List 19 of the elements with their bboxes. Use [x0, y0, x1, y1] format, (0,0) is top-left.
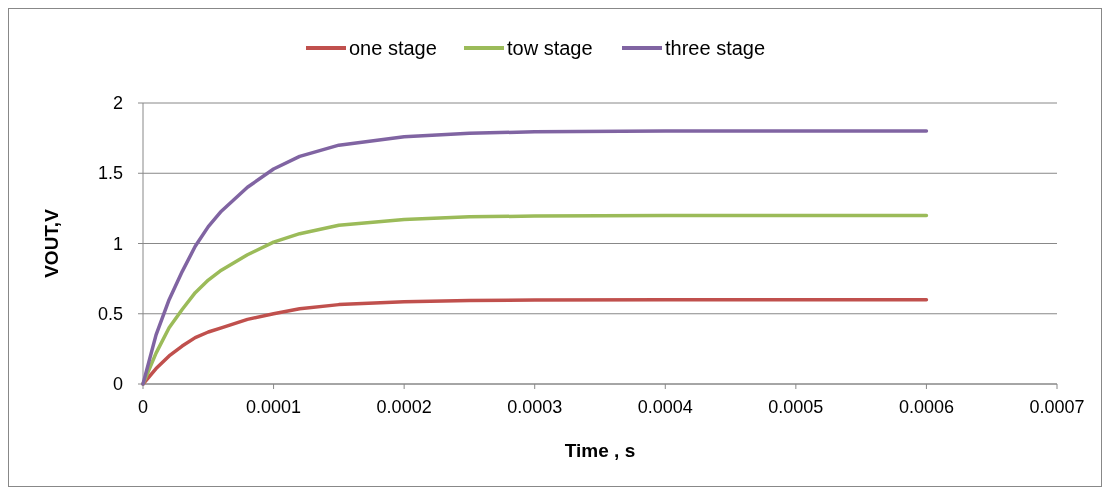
- y-tick-label: 0.5: [97, 303, 123, 324]
- legend-label: three stage: [665, 37, 766, 59]
- line-series: [141, 129, 929, 386]
- x-tick-label: 0.0001: [246, 397, 302, 417]
- x-tick-label: 0.0003: [507, 397, 563, 417]
- x-tick-label: 0.0006: [898, 397, 954, 417]
- y-tick-label: 2: [112, 93, 123, 113]
- legend-label: one stage: [349, 37, 437, 59]
- x-tick-label: 0.0004: [637, 397, 693, 417]
- y-tick-label: 0: [112, 374, 123, 394]
- x-tick-label: 0.0005: [768, 397, 824, 417]
- y-axis-title: VOUT,V: [41, 208, 62, 278]
- legend-label: tow stage: [507, 37, 593, 59]
- x-axis-title: Time , s: [564, 440, 636, 461]
- y-tick-label: 1.5: [97, 163, 123, 184]
- x-tick-label: 0: [137, 397, 149, 417]
- x-tick-label: 0.0007: [1029, 397, 1085, 417]
- x-tick-label: 0.0002: [376, 397, 432, 417]
- y-tick-label: 1: [112, 233, 123, 254]
